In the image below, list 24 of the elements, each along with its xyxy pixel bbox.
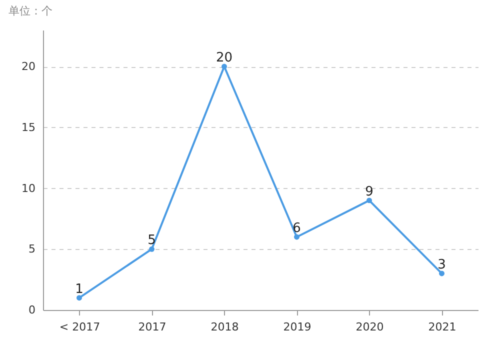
data-label: 3 [438,257,446,272]
y-tick-label: 15 [22,120,36,134]
point [366,198,372,204]
x-tick-label: 2021 [428,320,456,334]
data-label: 20 [216,50,233,66]
x-tick-label: 2018 [210,320,239,334]
data-label: 5 [148,233,156,248]
y-tick-label: 0 [28,304,36,316]
y-tick-label: 10 [22,182,36,195]
x-tick-label: 2020 [356,320,384,334]
y-tick-label: 20 [22,60,36,74]
y-tick-label: 5 [28,242,36,256]
data-label: 1 [75,282,84,297]
point [294,234,300,240]
x-tick-label: 2017 [138,320,166,334]
point [149,246,154,252]
point [76,295,82,301]
data-label: 6 [292,220,301,236]
x-tick-label: 2019 [283,320,312,334]
point [222,64,227,70]
x-tick-label: < 2017 [59,320,100,334]
data-label: 9 [365,184,374,200]
y-axis-title: 单位：个 [8,4,52,18]
point [439,270,444,276]
